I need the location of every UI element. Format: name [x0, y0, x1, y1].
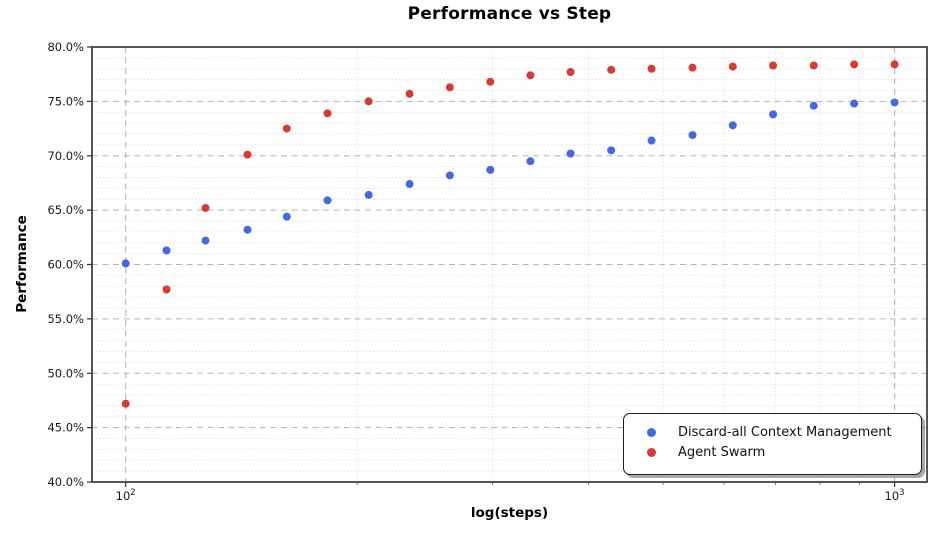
- data-point-series-0: [282, 212, 291, 221]
- data-point-series-0: [405, 180, 414, 189]
- y-tick-label: 45.0%: [47, 421, 84, 435]
- data-point-series-0: [688, 131, 697, 140]
- legend: Discard-all Context Management Agent Swa…: [623, 413, 922, 475]
- data-point-series-1: [201, 203, 210, 212]
- data-point-series-1: [728, 62, 737, 71]
- data-point-series-1: [890, 60, 899, 69]
- y-tick-label: 55.0%: [47, 312, 84, 326]
- data-point-series-1: [282, 124, 291, 133]
- data-point-series-1: [486, 77, 495, 86]
- data-point-series-1: [688, 63, 697, 72]
- data-point-series-1: [323, 109, 332, 118]
- data-point-series-0: [850, 99, 859, 108]
- data-point-series-0: [728, 121, 737, 130]
- data-point-series-1: [850, 60, 859, 69]
- red-dot-icon: [647, 448, 656, 458]
- data-point-series-1: [769, 61, 778, 70]
- data-point-series-0: [121, 259, 130, 268]
- legend-label: Agent Swarm: [678, 445, 766, 461]
- data-point-series-1: [526, 71, 535, 80]
- legend-item-discard-all-context-management: Discard-all Context Management: [624, 422, 921, 443]
- x-axis-label: log(steps): [470, 505, 549, 521]
- data-point-series-0: [162, 246, 171, 255]
- y-tick-label: 60.0%: [47, 258, 84, 272]
- data-point-series-0: [486, 165, 495, 174]
- data-point-series-0: [647, 136, 656, 145]
- data-point-series-1: [607, 65, 616, 74]
- data-point-series-0: [607, 146, 616, 155]
- data-point-series-0: [769, 110, 778, 119]
- data-point-series-0: [890, 98, 899, 107]
- y-tick-label: 65.0%: [47, 203, 84, 217]
- data-point-series-1: [364, 97, 373, 106]
- data-point-series-1: [162, 285, 171, 294]
- y-tick-label: 80.0%: [47, 40, 84, 54]
- y-tick-label: 75.0%: [47, 94, 84, 108]
- data-point-series-1: [243, 150, 252, 159]
- data-point-series-0: [201, 236, 210, 245]
- data-point-series-1: [121, 399, 130, 408]
- x-tick-label: 103: [885, 488, 905, 503]
- data-point-series-1: [809, 61, 818, 70]
- legend-label: Discard-all Context Management: [678, 424, 892, 440]
- blue-dot-icon: [647, 427, 656, 437]
- data-point-series-1: [445, 83, 454, 92]
- x-tick-label: 102: [116, 488, 136, 503]
- data-point-series-0: [364, 190, 373, 199]
- data-point-series-0: [243, 225, 252, 234]
- data-point-series-0: [809, 101, 818, 110]
- data-point-series-1: [566, 68, 575, 77]
- y-tick-label: 70.0%: [47, 149, 84, 163]
- data-point-series-1: [647, 64, 656, 73]
- chart-title: Performance vs Step: [407, 4, 612, 24]
- data-point-series-0: [445, 171, 454, 180]
- data-point-series-0: [566, 149, 575, 158]
- data-point-series-0: [526, 157, 535, 166]
- legend-item-agent-swarm: Agent Swarm: [624, 443, 921, 464]
- data-point-series-1: [405, 89, 414, 98]
- y-tick-label: 40.0%: [47, 475, 84, 489]
- y-tick-label: 50.0%: [47, 366, 84, 380]
- data-point-series-0: [323, 196, 332, 205]
